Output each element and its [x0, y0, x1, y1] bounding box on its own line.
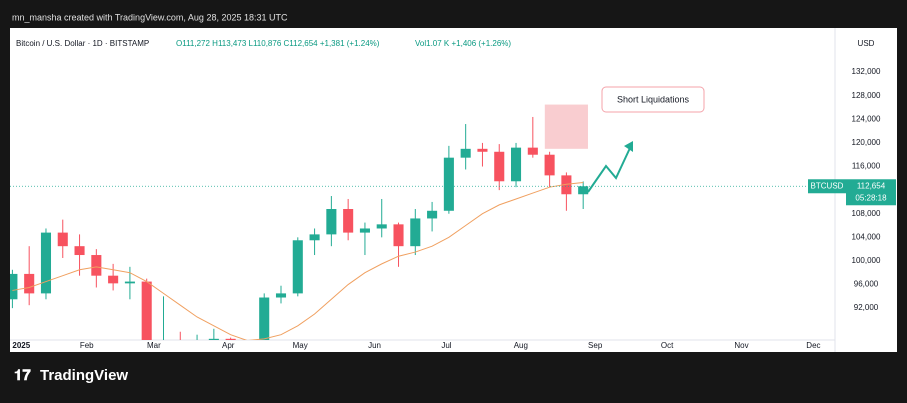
candle-body	[343, 209, 354, 233]
liquidation-zone	[544, 104, 588, 149]
x-tick-label: Mar	[147, 341, 161, 350]
y-tick-label: 100,000	[852, 256, 881, 265]
y-tick-label: 116,000	[852, 162, 881, 171]
x-tick-label: Apr	[222, 341, 235, 350]
countdown: 05:28:18	[855, 193, 887, 202]
y-tick-label: 92,000	[854, 303, 879, 312]
plot	[10, 104, 589, 340]
x-tick-label: Nov	[734, 341, 748, 350]
candle-body	[359, 228, 370, 233]
candle-body	[309, 234, 320, 241]
y-tick-label: 96,000	[854, 280, 879, 289]
symbol-label: BTCUSD	[811, 181, 844, 190]
candle-body	[108, 275, 119, 284]
candle-body	[91, 255, 102, 276]
arrow	[587, 147, 631, 193]
moving-average	[12, 181, 584, 340]
candle-body	[443, 157, 454, 211]
volume: Vol1.07 K +1,406 (+1.26%)	[415, 39, 511, 48]
candle-body	[10, 273, 18, 300]
annotation: Short Liquidations	[617, 94, 690, 104]
symbol-tag	[808, 179, 846, 194]
candle-body	[24, 273, 35, 294]
x-tick-label: May	[293, 341, 308, 350]
x-tick-label: Jun	[368, 341, 381, 350]
candle-body	[510, 147, 522, 182]
candle-body	[561, 175, 572, 195]
candle-body	[527, 147, 538, 155]
candle-body	[292, 240, 303, 294]
candle-body	[578, 186, 589, 195]
candle-body	[225, 338, 236, 340]
candle-body	[208, 338, 219, 340]
candle-body	[275, 293, 287, 298]
candle-body	[57, 232, 68, 247]
y-tick-label: 128,000	[852, 91, 881, 100]
x-tick-label: Jul	[441, 341, 451, 350]
y-tick-label: 108,000	[852, 209, 881, 218]
annotation-box	[601, 86, 705, 113]
x-tick-label: Dec	[806, 341, 820, 350]
candle-body	[477, 148, 488, 152]
candle-body	[410, 218, 421, 247]
quote: O111,272 H113,473 L110,876 C112,654 +1,3…	[176, 39, 380, 48]
candle-body	[141, 281, 152, 340]
candle-body	[494, 151, 505, 182]
y-tick-label: 120,000	[852, 138, 881, 147]
price-label: 112,654	[857, 181, 886, 190]
candle-body	[460, 148, 471, 158]
candle-body	[326, 209, 337, 235]
candle-body	[259, 297, 270, 340]
candle-body	[124, 281, 135, 284]
price-tag	[846, 179, 896, 206]
credit: mn_mansha created with TradingView.com, …	[12, 12, 288, 22]
candle-body	[376, 224, 387, 229]
y-tick-label: 132,000	[852, 67, 881, 76]
x-tick-label: 2025	[12, 341, 30, 350]
brand: TradingView	[40, 367, 128, 384]
arrow-head	[624, 141, 633, 152]
candle-body	[74, 246, 85, 256]
candle-body	[427, 210, 438, 219]
currency: USD	[858, 39, 875, 48]
logo-mark: 𝟏𝟕	[14, 367, 31, 384]
candle-body	[544, 154, 555, 176]
candle-body	[40, 232, 52, 294]
x-tick-label: Feb	[80, 341, 94, 350]
symbol-title: Bitcoin / U.S. Dollar · 1D · BITSTAMP	[16, 39, 149, 48]
x-tick-label: Aug	[514, 341, 528, 350]
y-tick-label: 124,000	[852, 114, 881, 123]
y-tick-label: 104,000	[852, 232, 881, 241]
x-tick-label: Oct	[661, 341, 674, 350]
candle-body	[393, 224, 404, 247]
x-tick-label: Sep	[588, 341, 603, 350]
